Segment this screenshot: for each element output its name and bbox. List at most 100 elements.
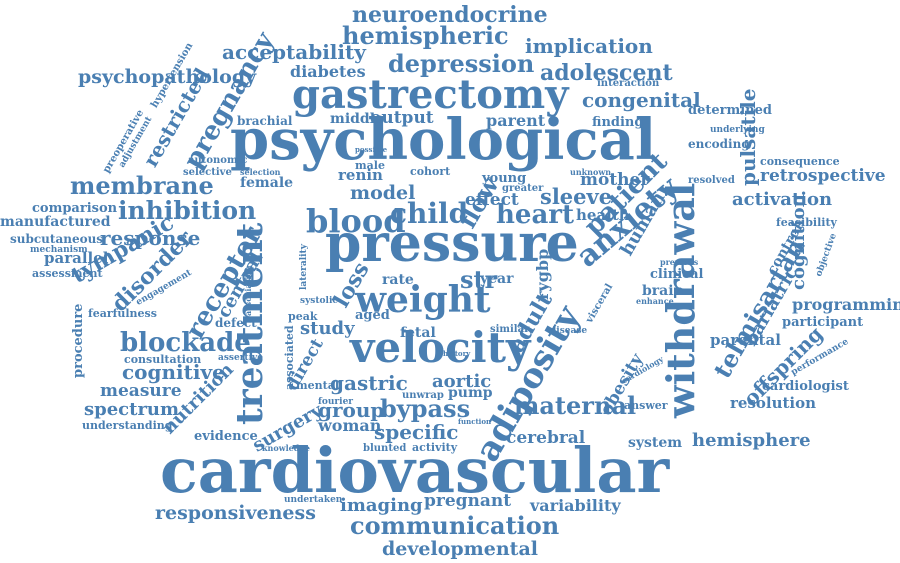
word: depression xyxy=(388,49,535,78)
word: aged xyxy=(355,308,390,323)
word: young xyxy=(482,171,527,186)
word: systolic xyxy=(300,296,338,306)
word: renin xyxy=(338,166,383,184)
word: rygbp xyxy=(533,248,552,300)
word: specific xyxy=(374,420,459,444)
word: psychological xyxy=(230,107,657,173)
word: measure xyxy=(100,381,182,401)
word: unwrap xyxy=(402,390,444,401)
word: male xyxy=(355,159,385,172)
word: peak xyxy=(288,310,318,323)
word: brain xyxy=(642,283,684,299)
word: mechanism xyxy=(30,245,88,255)
word: laterality xyxy=(299,244,309,290)
word: cardiovascular xyxy=(160,434,670,507)
word: possible xyxy=(355,145,388,154)
word: association xyxy=(243,265,253,316)
word: subcutaneous xyxy=(10,232,104,246)
word: pregnant xyxy=(424,491,512,511)
word: responsiveness xyxy=(155,502,316,524)
word: defect xyxy=(215,316,257,330)
word: gastric xyxy=(330,371,408,395)
word: resolution xyxy=(730,394,817,412)
word: blood xyxy=(306,202,406,240)
word: fearfulness xyxy=(88,307,157,320)
word: manufactured xyxy=(0,214,111,230)
word: diabetes xyxy=(290,62,366,81)
word: response xyxy=(100,226,201,250)
word: procedure xyxy=(71,303,86,378)
word: parent xyxy=(486,111,546,130)
word: consequence xyxy=(760,155,840,168)
word: parental xyxy=(710,331,781,349)
word: similar xyxy=(490,324,530,335)
word: cerebral xyxy=(506,428,586,448)
word: assertive xyxy=(218,353,263,363)
word: evidence xyxy=(194,429,258,444)
word: group xyxy=(318,398,385,422)
word: function xyxy=(458,417,492,426)
word: pressure xyxy=(325,213,579,274)
word: implication xyxy=(525,34,653,58)
word: cognitive xyxy=(122,360,225,384)
word: activity xyxy=(412,441,458,454)
word: model xyxy=(350,182,416,204)
word: inhibition xyxy=(118,196,257,225)
word: knowledge xyxy=(262,443,310,453)
word: mental xyxy=(296,379,340,392)
word: greater xyxy=(502,183,544,194)
word: parallel xyxy=(44,249,109,267)
word: variability xyxy=(530,496,621,515)
word: autonomic xyxy=(188,155,248,166)
word: disease xyxy=(550,326,588,336)
word: selective xyxy=(183,167,232,178)
word: adolescent xyxy=(540,60,673,86)
word: acceptability xyxy=(222,40,366,64)
word: study xyxy=(300,318,355,339)
word: pump xyxy=(448,385,493,401)
word: previous xyxy=(660,257,699,267)
word: underlying xyxy=(710,125,765,135)
word: programming xyxy=(792,295,900,314)
word: developmental xyxy=(382,538,538,560)
word: system xyxy=(628,435,683,451)
word: activation xyxy=(732,189,833,210)
word: maternal xyxy=(514,391,637,420)
word: blunted xyxy=(363,443,407,454)
word: visceral xyxy=(584,282,616,325)
word: selection xyxy=(240,167,281,177)
word: undertaken xyxy=(284,495,343,505)
word: child xyxy=(390,197,469,230)
word: membrane xyxy=(70,171,214,200)
word: finding xyxy=(592,115,644,130)
word: participant xyxy=(782,315,864,330)
word: sleeve xyxy=(540,184,613,209)
word: answer xyxy=(624,399,668,412)
word: weight xyxy=(355,279,491,321)
word: feasibility xyxy=(776,216,837,229)
word: bypass xyxy=(380,394,471,423)
word: blockade xyxy=(120,328,251,358)
word: health xyxy=(576,206,630,224)
word: congenital xyxy=(582,88,701,112)
word: communication xyxy=(350,511,560,540)
word: retrospective xyxy=(760,166,886,186)
word: objective xyxy=(814,232,839,279)
word: aortic xyxy=(432,371,492,392)
word: spectrum xyxy=(84,399,180,420)
word: output xyxy=(370,108,434,128)
word: interaction xyxy=(597,78,660,89)
word: gastrectomy xyxy=(292,71,569,118)
word: rate xyxy=(382,272,414,288)
word: brachial xyxy=(237,114,293,128)
word: middle xyxy=(330,111,384,127)
word: pulsatile xyxy=(736,88,760,187)
word: hemisphere xyxy=(692,430,811,451)
word: woman xyxy=(318,416,382,435)
word: history xyxy=(443,349,471,358)
word: cardiologist xyxy=(762,379,849,394)
word: assessment xyxy=(32,267,103,280)
word: clinical xyxy=(650,267,704,282)
word: imaging xyxy=(340,495,423,516)
